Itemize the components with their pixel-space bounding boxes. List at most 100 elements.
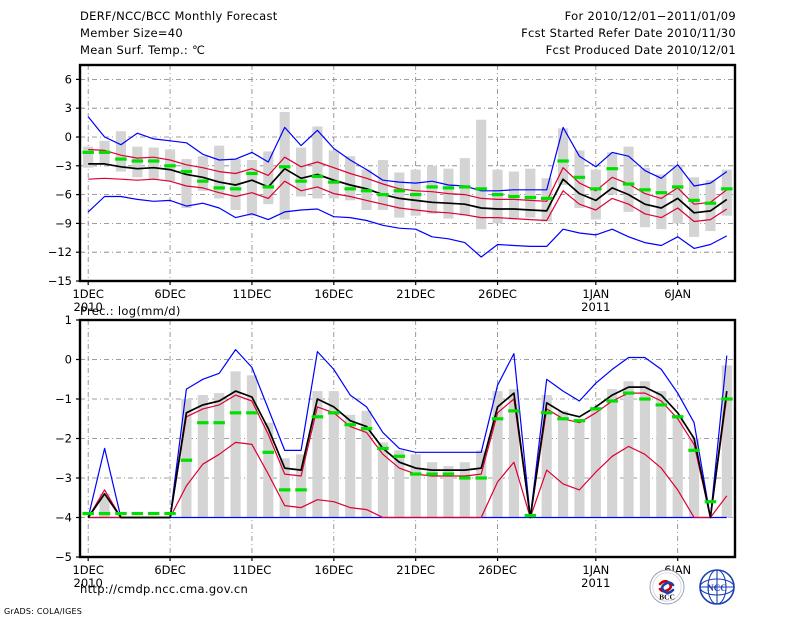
y-tick-label: −3 — [55, 471, 72, 485]
series-line-outer_upper — [87, 116, 728, 192]
spread-bar — [639, 167, 651, 228]
series-line-mean — [88, 163, 728, 214]
series-line-inner_upper — [87, 392, 728, 519]
cmdp-url[interactable]: http://cmdp.ncc.cma.gov.cn — [80, 582, 249, 596]
spread-bar — [148, 147, 159, 180]
spread-bar — [672, 164, 683, 224]
temperature-variable-label: Mean Surf. Temp.: ℃ — [80, 43, 206, 57]
plot-background — [80, 65, 735, 281]
spread-bar — [557, 410, 569, 518]
spread-bar — [639, 381, 651, 518]
series-line-outer_lower — [87, 195, 728, 258]
plot-frame — [78, 318, 737, 559]
spread-bar — [394, 450, 405, 518]
x-tick-label: 1DEC — [72, 563, 103, 577]
spread-bar — [197, 156, 208, 191]
spread-bar — [263, 422, 274, 518]
plot-frame — [78, 63, 737, 283]
spread-bar — [607, 152, 618, 195]
spread-bar — [623, 146, 634, 212]
spread-bar — [345, 156, 356, 201]
spread-bar — [574, 418, 585, 518]
x-tick-label: 16DEC — [314, 287, 353, 301]
series-line-inner_lower — [88, 441, 728, 519]
x-tick-label: 1JAN — [582, 563, 609, 577]
spread-bar — [656, 391, 667, 518]
spread-bar — [279, 458, 290, 518]
x-tick-label: 21DEC — [396, 287, 435, 301]
spread-bar — [197, 395, 208, 518]
spread-bar — [688, 177, 700, 237]
member-size-label: Member Size=40 — [80, 26, 184, 40]
spread-bar — [181, 159, 192, 209]
forecast-period-label: For 2010/12/01−2011/01/09 — [564, 9, 736, 23]
forecast-started-date-label: Fcst Started Refer Date 2010/11/30 — [521, 26, 736, 40]
spread-bar — [426, 165, 438, 214]
series-line-outer_upper — [87, 349, 728, 519]
x-tick-label: 16DEC — [314, 563, 353, 577]
spread-bar — [656, 174, 667, 230]
x-tick-year-label: 2010 — [74, 300, 103, 314]
y-tick-label: −3 — [55, 159, 72, 173]
spread-bar — [246, 160, 258, 216]
spread-bar — [574, 150, 585, 209]
y-tick-label: −12 — [48, 245, 72, 259]
spread-bar — [214, 393, 225, 518]
y-tick-label: 0 — [65, 130, 72, 144]
x-tick-label: 26DEC — [478, 563, 517, 577]
bcc-logo: BCC — [645, 568, 689, 608]
y-tick-label: −15 — [48, 274, 72, 288]
x-tick-label: 11DEC — [233, 287, 272, 301]
spread-bar — [705, 180, 716, 232]
spread-bar — [312, 391, 323, 518]
spread-bar — [541, 395, 552, 518]
x-tick-label: 21DEC — [396, 563, 435, 577]
x-tick-label: 6DEC — [154, 563, 185, 577]
spread-bar — [377, 442, 389, 518]
y-tick-label: 6 — [65, 72, 72, 86]
spread-bar — [295, 147, 307, 197]
spread-bar — [426, 462, 438, 518]
page-title: DERF/NCC/BCC Monthly Forecast — [80, 9, 278, 23]
spread-bar — [721, 169, 732, 216]
spread-bar — [328, 391, 339, 518]
y-tick-label: −9 — [55, 216, 72, 230]
spread-bar — [263, 151, 274, 205]
x-tick-year-label: 2011 — [581, 300, 610, 314]
series-line-inner_lower — [88, 177, 728, 223]
spread-bar — [246, 375, 258, 518]
spread-bar — [115, 131, 127, 172]
x-tick-year-label: 2010 — [74, 576, 103, 590]
y-tick-label: 0 — [65, 353, 72, 367]
spread-bar — [443, 466, 454, 518]
spread-bar — [688, 438, 700, 518]
y-tick-label: 3 — [65, 101, 72, 115]
spread-bar — [492, 391, 503, 518]
x-tick-year-label: 2011 — [581, 576, 610, 590]
y-tick-label: −2 — [55, 432, 72, 446]
spread-bar — [410, 169, 421, 216]
y-tick-label: −1 — [55, 392, 72, 406]
spread-bar — [230, 371, 241, 518]
spread-bar — [476, 450, 487, 518]
precipitation-variable-label: Prec.: log(mm/d) — [80, 304, 181, 318]
svg-text:BCC: BCC — [659, 593, 675, 602]
y-tick-label: −4 — [55, 511, 72, 525]
spread-bar — [557, 128, 569, 185]
grads-credit: GrADS: COLA/IGES — [4, 607, 83, 616]
spread-bar — [672, 414, 683, 518]
x-tick-label: 26DEC — [478, 287, 517, 301]
x-tick-label: 6DEC — [154, 287, 185, 301]
spread-bar — [607, 389, 618, 518]
series-line-mean — [87, 386, 728, 519]
y-tick-label: −6 — [55, 188, 72, 202]
spread-bar — [377, 160, 389, 210]
spread-bar — [410, 454, 421, 518]
svg-text:NCC: NCC — [707, 583, 727, 593]
spread-bar — [99, 493, 110, 518]
spread-bar — [345, 414, 356, 518]
forecast-produced-date-label: Fcst Produced Date 2010/12/01 — [545, 43, 736, 57]
spread-bar — [361, 410, 372, 518]
